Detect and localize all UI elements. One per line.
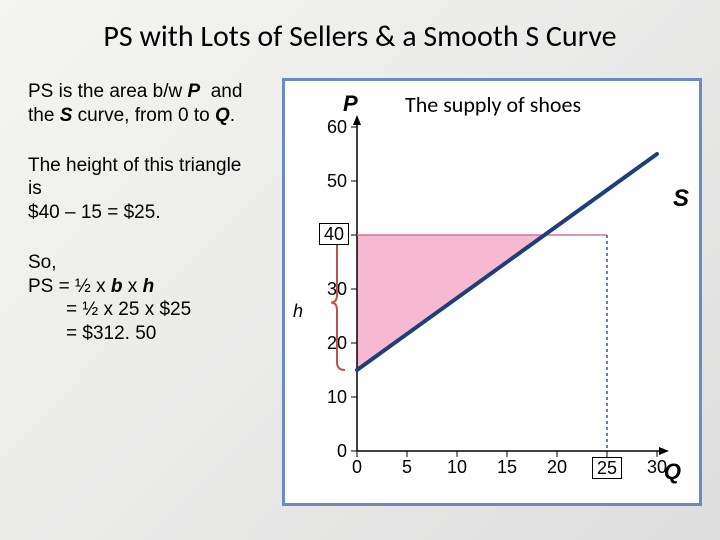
p3-formula: PS = ½ x b x h (28, 275, 258, 299)
svg-text:0: 0 (337, 441, 347, 461)
paragraph-3: So, PS = ½ x b x h = ½ x 25 x $25 = $312… (28, 251, 258, 346)
chart-frame: The supply of shoes P S Q h 010203050600… (282, 78, 702, 506)
paragraph-1: PS is the area b/w P and the S curve, fr… (28, 80, 258, 128)
p1-text-a: PS is the area b/w (28, 81, 187, 102)
height-label-h: h (293, 301, 303, 322)
paragraph-2: The height of this triangle is $40 – 15 … (28, 154, 258, 225)
svg-text:50: 50 (327, 171, 347, 191)
svg-text:15: 15 (497, 457, 517, 477)
p1-P: P (187, 81, 200, 102)
svg-text:30: 30 (647, 457, 667, 477)
svg-text:60: 60 (327, 117, 347, 137)
svg-text:0: 0 (352, 457, 362, 477)
p3-calc: = ½ x 25 x $25 (28, 298, 258, 322)
p3-result: = $312. 50 (28, 322, 258, 346)
svg-text:20: 20 (547, 457, 567, 477)
p1-S: S (60, 105, 73, 126)
p3-so: So, (28, 251, 258, 275)
svg-text:5: 5 (402, 457, 412, 477)
p1-text-c: curve, from 0 to (72, 105, 215, 126)
p3-ps-eq: PS = ½ x (28, 276, 111, 297)
chart-svg: 010203050600510152030 (315, 111, 695, 491)
p1-Q: Q (215, 105, 230, 126)
p3-x: x (123, 276, 143, 297)
p3-h: h (143, 276, 155, 297)
highlight-box-y: 40 (319, 223, 349, 245)
slide-title: PS with Lots of Sellers & a Smooth S Cur… (0, 18, 720, 55)
left-text-column: PS is the area b/w P and the S curve, fr… (28, 80, 258, 372)
chart-inner: The supply of shoes P S Q h 010203050600… (285, 81, 699, 503)
p2-line-b: $40 – 15 = $25. (28, 201, 258, 225)
svg-text:10: 10 (327, 387, 347, 407)
p3-b: b (111, 276, 123, 297)
highlight-box-x: 25 (592, 457, 622, 479)
p2-line-a: The height of this triangle is (28, 154, 258, 202)
svg-text:10: 10 (447, 457, 467, 477)
